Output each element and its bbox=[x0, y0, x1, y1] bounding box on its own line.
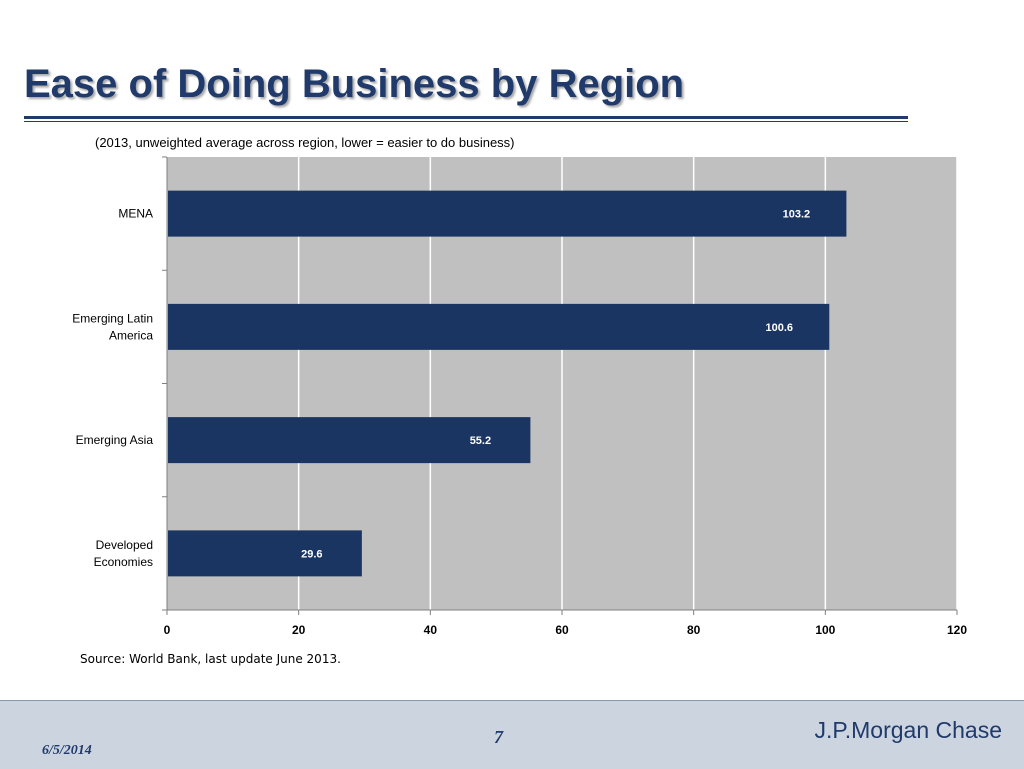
brand-logo-text: J.P.Morgan Chase bbox=[814, 717, 1002, 743]
x-tick-label: 0 bbox=[164, 623, 171, 637]
footer-date: 6/5/2014 bbox=[42, 743, 92, 758]
x-tick-label: 40 bbox=[424, 623, 438, 637]
category-label: America bbox=[109, 328, 153, 342]
title-rule-thick bbox=[24, 116, 908, 119]
x-tick-label: 100 bbox=[815, 623, 835, 637]
category-label: Developed bbox=[96, 538, 153, 552]
x-tick-label: 120 bbox=[947, 623, 967, 637]
bar bbox=[168, 417, 531, 464]
page-number: 7 bbox=[494, 727, 503, 747]
bar bbox=[168, 303, 830, 350]
x-tick-label: 20 bbox=[292, 623, 306, 637]
category-label: MENA bbox=[118, 207, 153, 221]
data-label: 29.6 bbox=[301, 548, 322, 560]
data-label: 100.6 bbox=[766, 322, 794, 334]
chart-subtitle: (2013, unweighted average across region,… bbox=[95, 135, 515, 150]
category-label: Economies bbox=[94, 555, 153, 569]
x-tick-label: 60 bbox=[555, 623, 569, 637]
category-label: Emerging Asia bbox=[76, 433, 154, 447]
data-label: 55.2 bbox=[470, 435, 491, 447]
source-note: Source: World Bank, last update June 201… bbox=[80, 652, 341, 666]
title-rule-thin bbox=[24, 121, 908, 122]
data-label: 103.2 bbox=[783, 209, 811, 221]
bar bbox=[168, 190, 847, 237]
slide-title: Ease of Doing Business by Region bbox=[24, 62, 685, 106]
x-tick-label: 80 bbox=[687, 623, 701, 637]
footer-bar: 6/5/2014 7 J.P.Morgan Chase bbox=[0, 700, 1024, 769]
bar-chart: (2013, unweighted average across region,… bbox=[72, 135, 967, 637]
bar bbox=[168, 530, 362, 577]
category-label: Emerging Latin bbox=[72, 311, 153, 325]
